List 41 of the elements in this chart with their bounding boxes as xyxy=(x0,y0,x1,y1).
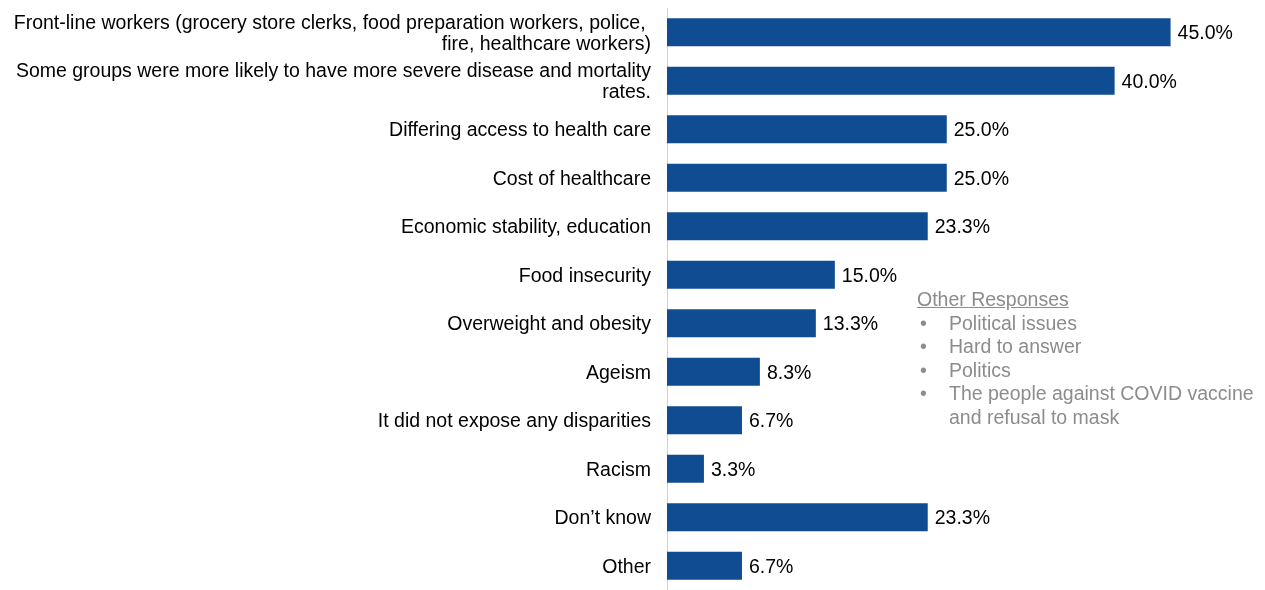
y-tick-label: Overweight and obesity xyxy=(447,312,652,335)
bar xyxy=(667,503,928,532)
bar xyxy=(667,551,742,580)
bar xyxy=(667,66,1115,95)
data-label: 6.7% xyxy=(748,554,794,577)
data-label: 6.7% xyxy=(748,409,794,432)
bar xyxy=(667,357,760,386)
y-tick-label: It did not expose any disparities xyxy=(377,409,652,432)
y-tick-label: Other xyxy=(602,554,652,577)
annotation: • Hard to answer xyxy=(920,335,1083,359)
bar xyxy=(667,454,704,483)
data-label: 23.3% xyxy=(934,506,991,529)
bar xyxy=(667,260,835,289)
bar xyxy=(667,212,928,241)
annotation: Other Responses xyxy=(917,288,1070,312)
data-label: 25.0% xyxy=(953,118,1010,141)
data-label: 40.0% xyxy=(1121,69,1177,92)
annotation: • The people against COVID vaccine and refusal to mask xyxy=(920,382,1255,429)
annotation: • Politics xyxy=(920,358,1012,382)
y-tick-label: Food insecurity xyxy=(518,263,652,286)
y-tick-label: Some groups were more likely to have more severe disease and mortality rates. xyxy=(15,59,652,103)
y-tick-label: Differing access to health care xyxy=(389,118,651,141)
y-tick-label: Front-line workers (grocery store clerks, food preparation workers, police, fire, healthcare workers) xyxy=(13,10,651,54)
data-label: 13.3% xyxy=(822,312,879,335)
data-label: 3.3% xyxy=(710,457,756,480)
data-label: 25.0% xyxy=(953,166,1010,189)
y-tick-label: Racism xyxy=(585,457,651,480)
bar xyxy=(667,309,816,338)
data-label: 45.0% xyxy=(1177,21,1233,44)
data-label: 15.0% xyxy=(841,263,898,286)
bar xyxy=(667,18,1171,47)
y-tick-label: Ageism xyxy=(585,360,651,383)
data-label: 8.3% xyxy=(766,360,812,383)
bar xyxy=(667,163,947,192)
data-label: 23.3% xyxy=(934,215,991,238)
annotation: • Political issues xyxy=(920,311,1078,335)
y-tick-label: Don’t know xyxy=(554,506,652,529)
bar xyxy=(667,115,947,144)
bar xyxy=(667,406,742,435)
y-tick-label: Cost of healthcare xyxy=(492,166,651,189)
y-tick-label: Economic stability, education xyxy=(400,215,651,238)
